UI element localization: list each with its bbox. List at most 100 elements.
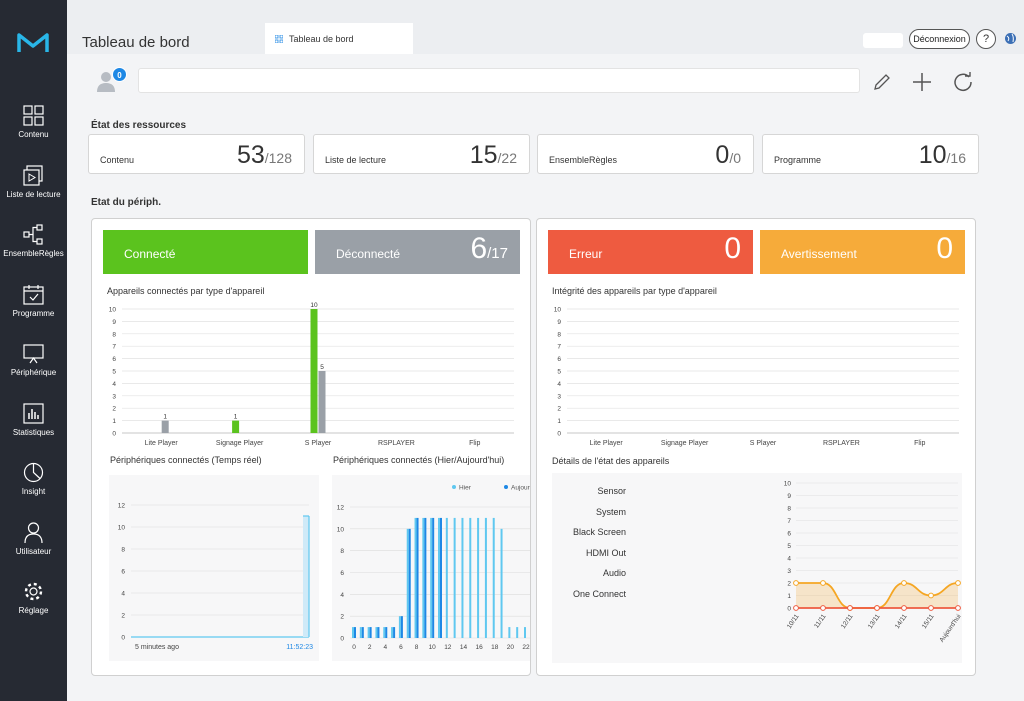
resource-card-2[interactable]: Liste de lecture 15/22 [313, 134, 530, 174]
data-point [820, 580, 826, 586]
realtime-title: Périphériques connectés (Temps réel) [110, 455, 262, 465]
disconnected-card[interactable]: Déconnecté 6/17 [315, 230, 520, 274]
y-tick-label: 2 [557, 406, 561, 413]
resource-label: Liste de lecture [325, 155, 387, 165]
data-point [793, 580, 799, 586]
bar [385, 627, 388, 638]
sidebar-item-3[interactable]: EnsembleRègles [0, 224, 67, 282]
realtime-chart: 0 2 4 6 8 10 12 5 minutes ago 11:52:23 [109, 475, 319, 661]
bar [354, 627, 356, 638]
sidebar-item-7[interactable]: Insight [0, 462, 67, 520]
edit-pencil-icon[interactable] [872, 72, 892, 92]
y-tick-label: 4 [340, 592, 344, 599]
y-tick-label: 0 [112, 431, 116, 438]
x-tick-label: 12 [444, 644, 452, 651]
language-globe-icon[interactable] [1004, 32, 1017, 45]
x-tick-label: 18 [491, 644, 499, 651]
sidebar-item-1[interactable]: Contenu [0, 105, 67, 163]
logout-button[interactable]: Déconnexion [909, 29, 970, 49]
resource-card-1[interactable]: Contenu 53/128 [88, 134, 305, 174]
y-tick-label: 8 [112, 331, 116, 338]
y-tick-label: 5 [787, 543, 791, 550]
add-plus-icon[interactable] [912, 72, 932, 92]
x-tick-label: Signage Player [216, 440, 264, 447]
connected-by-type-chart: 0 1 2 3 4 5 6 7 8 9 10 Lite Player 1 Signage Player 1 S… [109, 302, 514, 447]
bar [406, 528, 409, 638]
bar [391, 627, 394, 638]
content-grid-icon [23, 105, 44, 126]
bar [445, 517, 448, 638]
tab-dashboard[interactable]: Tableau de bord [265, 23, 413, 54]
chart-background [109, 475, 319, 661]
y-tick-label: 0 [121, 635, 125, 642]
app-logo-icon[interactable] [17, 32, 49, 54]
user-name-box[interactable] [863, 33, 903, 48]
resource-card-3[interactable]: EnsembleRègles 0/0 [537, 134, 754, 174]
x-tick-label: 8 [415, 644, 419, 651]
schedule-icon [23, 284, 44, 305]
x-tick-label: 16 [475, 644, 483, 651]
user-group-icon[interactable] [97, 70, 119, 94]
status-details-title: Détails de l'état des appareils [552, 456, 670, 466]
device-monitor-icon [23, 344, 44, 364]
bar [477, 517, 480, 638]
y-tick-label: 10 [109, 307, 117, 314]
integrity-by-type-title: Intégrité des appareils par type d'appar… [552, 286, 717, 296]
sidebar-item-label: Périphérique [10, 368, 57, 377]
sidebar-item-label: Utilisateur [15, 546, 52, 556]
sidebar-item-label: Contenu [18, 130, 49, 139]
y-tick-label: 0 [340, 636, 344, 643]
sidebar-item-5[interactable]: Périphérique [0, 343, 67, 401]
x-tick-label: 2 [368, 644, 372, 651]
statistics-icon [23, 402, 44, 424]
playlist-icon [23, 164, 43, 186]
x-tick-label: Aujourd'hui [938, 613, 962, 643]
bar [367, 627, 370, 638]
bar [232, 420, 240, 433]
x-tick-label: Flip [469, 440, 480, 447]
bar [352, 627, 354, 638]
sidebar-item-label: EnsembleRègles [3, 249, 64, 258]
y-tick-label: 4 [557, 381, 561, 388]
help-button[interactable]: ? [976, 29, 996, 49]
user-icon [24, 521, 43, 543]
bar [393, 627, 396, 638]
data-point [901, 580, 907, 586]
resource-total: /16 [946, 150, 966, 166]
y-tick-label: 5 [557, 369, 561, 376]
bar [432, 517, 435, 638]
x-tick-label: 14 [460, 644, 468, 651]
x-tick-label: 14/11 [894, 613, 909, 630]
sidebar-item-4[interactable]: Programme [0, 284, 67, 342]
sidebar-item-6[interactable]: Statistiques [0, 402, 67, 461]
x-tick-label: 10 [429, 644, 437, 651]
search-input[interactable] [138, 68, 860, 93]
y-tick-label: 5 [112, 369, 116, 376]
connected-card[interactable]: Connecté [103, 230, 308, 274]
x-tick-label: S Player [305, 440, 332, 447]
warning-label: Avertissement [781, 247, 857, 261]
refresh-icon[interactable] [953, 72, 973, 92]
warning-card[interactable]: Avertissement 0 [760, 230, 965, 274]
data-point [847, 605, 853, 611]
x-tick-label: Flip [914, 440, 925, 447]
data-point [955, 580, 961, 586]
sidebar-item-8[interactable]: Utilisateur [0, 521, 67, 580]
sidebar-item-9[interactable]: Réglage [0, 581, 67, 639]
connection-panel: Connecté Déconnecté 6/17 Appareils conne… [91, 218, 531, 676]
x-tick-label: 20 [507, 644, 515, 651]
bar [524, 627, 526, 638]
bar [398, 616, 401, 638]
sidebar-item-2[interactable]: Liste de lecture [0, 164, 67, 223]
disconnected-value: 6 [470, 232, 488, 265]
resource-total: /0 [729, 150, 741, 166]
error-card[interactable]: Erreur 0 [548, 230, 753, 274]
bar [318, 371, 326, 433]
y-tick-label: 7 [112, 344, 116, 351]
resource-value: 53 [236, 141, 265, 169]
bar [375, 627, 378, 638]
y-tick-label: 10 [118, 525, 126, 532]
y-tick-label: 0 [557, 431, 561, 438]
bar [484, 517, 487, 638]
resource-card-4[interactable]: Programme 10/16 [762, 134, 979, 174]
